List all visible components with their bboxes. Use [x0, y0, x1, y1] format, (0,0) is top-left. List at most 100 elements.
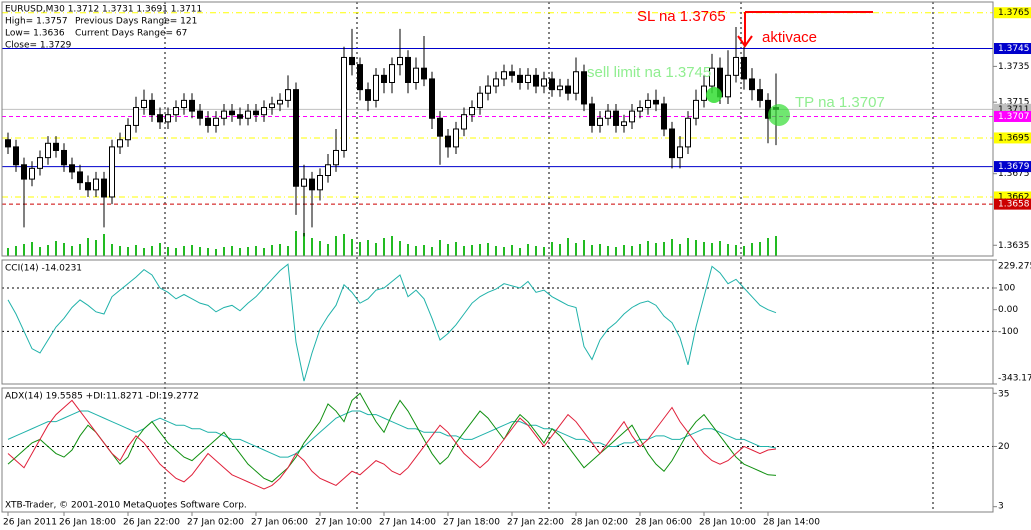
volume-bar — [775, 236, 777, 256]
x-tick-label: 26 Jan 22:00 — [123, 518, 180, 528]
indicator-line — [7, 392, 777, 483]
candle-body — [469, 107, 475, 116]
y-tick-label: 100 — [998, 284, 1015, 294]
volume-bar — [79, 244, 81, 256]
candle-body — [141, 99, 147, 109]
volume-bar — [207, 248, 209, 256]
volume-bar — [415, 246, 417, 256]
annotation: TP na 1.3707 — [795, 94, 885, 111]
info-text: Low= 1.3636 — [5, 29, 65, 39]
volume-bar — [23, 244, 25, 256]
volume-bar — [695, 240, 697, 256]
volume-bar — [447, 244, 449, 256]
volume-bar — [423, 245, 425, 256]
volume-bar — [655, 243, 657, 256]
level-label-box — [994, 191, 1031, 203]
volume-bar — [255, 246, 257, 256]
volume-bar — [55, 241, 57, 256]
volume-bar — [687, 238, 689, 256]
x-tick-label: 27 Jan 10:00 — [315, 518, 372, 528]
candle-body — [589, 103, 595, 126]
volume-bar — [39, 247, 41, 256]
candle-body — [61, 149, 67, 166]
volume-bar — [287, 246, 289, 256]
candle-body — [229, 110, 235, 116]
volume-bar — [223, 247, 225, 256]
volume-bar — [623, 245, 625, 256]
volume-bar — [727, 244, 729, 256]
volume-bar — [671, 239, 673, 256]
volume-bar — [575, 243, 577, 256]
x-tick-label: 26 Jan 18:00 — [59, 518, 116, 528]
candle-body — [621, 121, 627, 126]
chart-title: EURUSD,M30 1.3712 1.3731 1.3691 1.3711 — [5, 5, 202, 15]
volume-bar — [319, 241, 321, 256]
volume-bar — [559, 244, 561, 256]
volume-bar — [231, 246, 233, 256]
level-label: 1.3679 — [998, 162, 1030, 172]
candle-body — [653, 99, 659, 105]
price-panel-frame — [1, 1, 994, 257]
volume-bar — [767, 238, 769, 256]
candle-body — [373, 74, 379, 101]
candle-body — [733, 56, 739, 76]
candle-body — [701, 85, 707, 101]
volume-bar — [63, 243, 65, 256]
volume-bar — [479, 244, 481, 256]
y-tick-label: 1.3635 — [998, 241, 1030, 251]
volume-bar — [631, 246, 633, 256]
volume-bar — [607, 246, 609, 256]
candle-body — [53, 142, 59, 151]
level-label: 1.3745 — [998, 44, 1030, 54]
volume-bar — [183, 246, 185, 256]
volume-bar — [679, 244, 681, 256]
info-text: Previous Days Range= 121 — [75, 17, 197, 27]
volume-bar — [487, 243, 489, 256]
candle-body — [453, 128, 459, 148]
info-text: Current Days Range= 67 — [75, 29, 187, 39]
volume-bar — [311, 238, 313, 256]
candle-body — [645, 99, 651, 109]
volume-bar — [591, 245, 593, 256]
candle-body — [533, 74, 539, 87]
candle-body — [549, 78, 555, 91]
candle-body — [501, 71, 507, 80]
candle-body — [277, 99, 283, 105]
volume-bar — [239, 248, 241, 256]
candle-body — [261, 107, 267, 116]
candle-body — [669, 128, 675, 159]
volume-bar — [271, 245, 273, 256]
candle-body — [21, 164, 27, 180]
volume-bar — [279, 244, 281, 256]
volume-bar — [743, 246, 745, 256]
volume-bar — [583, 240, 585, 256]
volume-bar — [151, 246, 153, 256]
candle-body — [509, 71, 515, 76]
candle-body — [493, 78, 499, 87]
candle-body — [661, 103, 667, 130]
candle-body — [285, 89, 291, 101]
volume-bar — [543, 247, 545, 256]
volume-bar — [647, 241, 649, 256]
candle-body — [269, 103, 275, 109]
volume-bar — [303, 233, 305, 256]
candle-body — [685, 117, 691, 148]
volume-bar — [15, 246, 17, 256]
indicator-line — [7, 263, 777, 382]
candle-body — [13, 146, 19, 166]
arrow-head — [737, 35, 753, 48]
y-tick-label: 20 — [998, 442, 1010, 452]
candle-body — [749, 78, 755, 91]
x-tick-label: 28 Jan 10:00 — [699, 518, 756, 528]
y-tick-label: 229.2758 — [998, 262, 1031, 272]
y-tick-label: 1.3715 — [998, 98, 1030, 108]
volume-bar — [407, 244, 409, 256]
x-tick-label: 27 Jan 14:00 — [379, 518, 436, 528]
level-label-box — [994, 132, 1031, 144]
candle-body — [77, 171, 83, 184]
info-text: High= 1.3757 — [5, 17, 68, 27]
level-label-box — [994, 198, 1031, 210]
volume-bar — [503, 247, 505, 256]
